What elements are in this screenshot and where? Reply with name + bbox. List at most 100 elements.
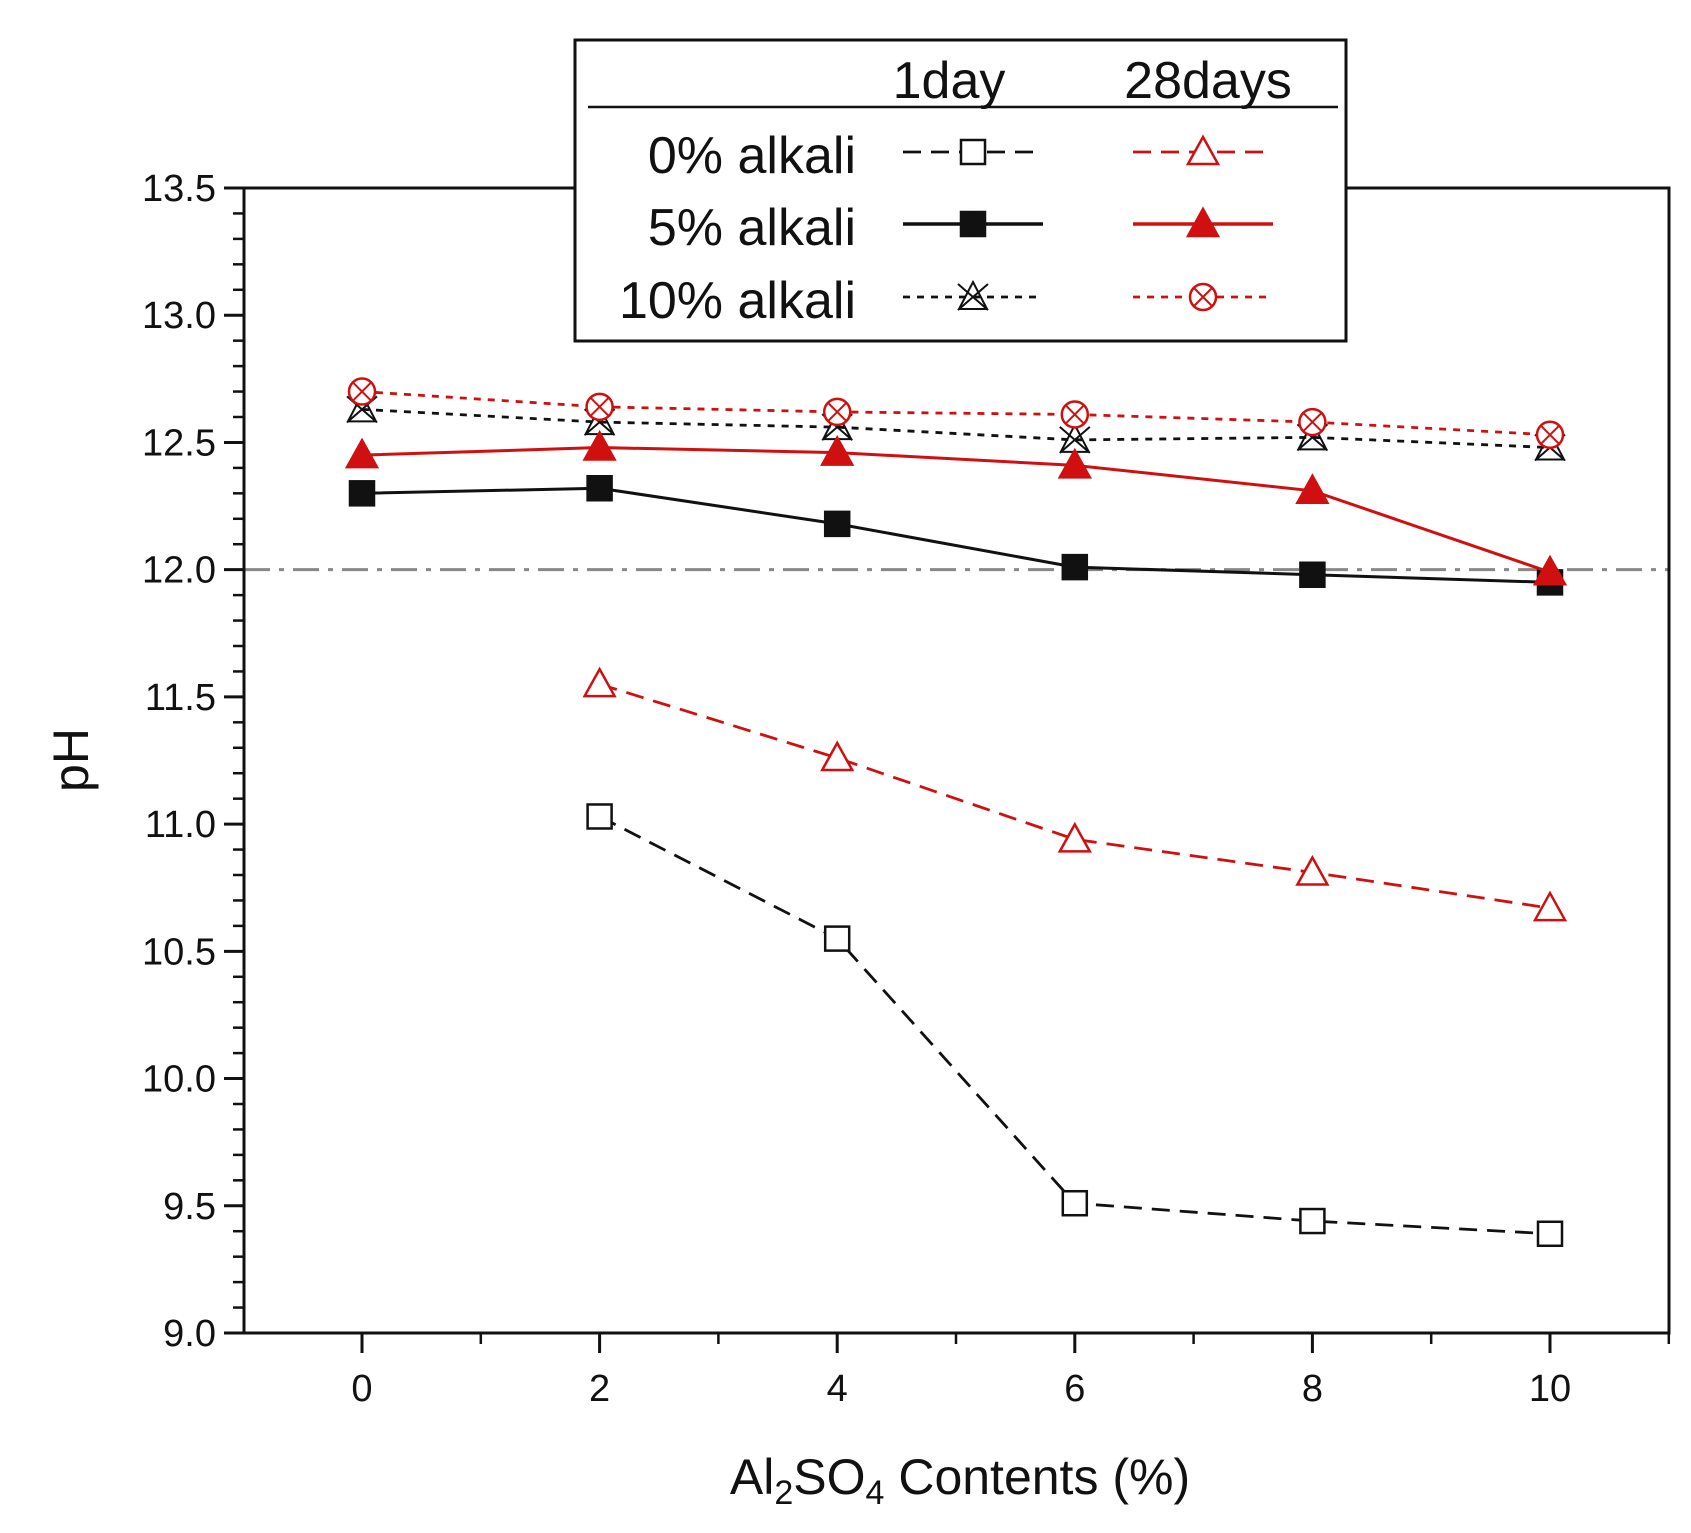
legend-row-label-10-alkali: 10% alkali (619, 272, 856, 330)
data-point (823, 510, 851, 538)
data-point (1532, 890, 1568, 922)
marker-shape (957, 279, 989, 311)
data-point (1299, 561, 1326, 589)
marker-shape (1185, 206, 1221, 238)
data-point (586, 474, 613, 502)
marker-shape (1193, 287, 1213, 307)
y-tick-label: 13.0 (142, 295, 216, 337)
y-axis-title: pH (43, 728, 99, 792)
data-point (1298, 407, 1327, 437)
x-axis-title-sub1: 2 (774, 1474, 793, 1512)
axes: 9.0 9.5 10.0 10.5 11.0 11.5 12.0 12.5 13.0 13.5 0 2… (142, 168, 1671, 1410)
x-tick-label: 6 (1064, 1368, 1085, 1410)
legend-header-1day: 1day (893, 52, 1006, 110)
y-tick-label: 12.0 (142, 550, 216, 592)
marker-shape (1302, 412, 1323, 432)
marker-shape (1536, 1220, 1564, 1248)
data-point (582, 429, 617, 461)
x-tick-label: 0 (351, 1368, 372, 1410)
data-point (348, 480, 376, 507)
marker-shape (1532, 890, 1568, 922)
marker-shape (827, 402, 847, 422)
series-5 (347, 377, 1565, 450)
x-axis-title-mid: SO (793, 1449, 865, 1505)
data-point (1061, 553, 1089, 581)
x-axis-title-prefix: Al (730, 1449, 774, 1505)
y-tick-label: 12.5 (142, 422, 216, 464)
series-0 (586, 803, 1564, 1248)
data-point (1536, 1220, 1564, 1248)
legend-box (573, 38, 1348, 343)
series-2 (346, 392, 1566, 462)
legend-row-label-5-alkali: 5% alkali (648, 199, 856, 257)
x-tick-label: 4 (827, 1368, 848, 1410)
x-tick-label: 10 (1529, 1368, 1571, 1410)
data-point (822, 397, 852, 427)
marker-shape (1532, 554, 1568, 586)
y-tick-label: 10.5 (142, 931, 216, 973)
marker-shape (352, 381, 372, 402)
series-line (361, 446, 1551, 574)
plot-frame (242, 186, 1671, 1335)
marker-shape (1295, 473, 1330, 505)
marker-shape (823, 925, 851, 952)
y-tick-label: 11.0 (145, 804, 216, 846)
y-tick-label: 13.5 (142, 168, 216, 210)
data-point (820, 435, 855, 466)
marker-shape (1057, 447, 1092, 479)
legend: 1day 28days 0% alkali 5% alkali 10% alka… (573, 38, 1348, 343)
marker-shape (959, 138, 987, 166)
legend-row-label-0-alkali: 0% alkali (648, 127, 856, 185)
marker-shape (1295, 854, 1330, 886)
data-point (585, 392, 614, 422)
data-point (1535, 420, 1565, 450)
series-layer (344, 377, 1568, 1248)
marker-shape (1057, 821, 1092, 853)
marker-shape (820, 740, 855, 772)
marker-shape (582, 429, 617, 461)
data-point (823, 925, 851, 952)
data-point (1061, 1189, 1089, 1217)
marker-shape (820, 435, 855, 466)
x-axis-title-sub2: 4 (866, 1474, 885, 1512)
y-tick-label: 9.5 (163, 1186, 216, 1228)
marker-shape (1299, 1207, 1326, 1235)
data-point (1299, 1207, 1326, 1235)
x-axis-title: Al2SO4 Contents (%) (730, 1449, 1190, 1512)
marker-shape (582, 666, 617, 698)
marker-shape (1065, 404, 1085, 425)
series-4 (344, 429, 1568, 586)
series-3 (582, 666, 1568, 922)
data-point (1295, 854, 1330, 886)
y-tick-label: 10.0 (142, 1059, 216, 1101)
data-point (582, 666, 617, 698)
marker-shape (589, 397, 610, 417)
x-tick-label: 2 (589, 1368, 610, 1410)
x-tick-label: 8 (1302, 1368, 1323, 1410)
data-point (344, 437, 380, 469)
marker-shape (344, 437, 380, 469)
data-point (820, 740, 855, 772)
y-tick-label: 9.0 (163, 1313, 216, 1355)
series-line (598, 815, 1551, 1236)
series-1 (348, 474, 1564, 596)
marker-shape (959, 210, 987, 238)
legend-swatches (903, 134, 1273, 312)
data-point (1295, 473, 1330, 505)
legend-swatch-marker (957, 279, 989, 311)
legend-swatch-marker (959, 210, 987, 238)
marker-shape (586, 474, 613, 502)
marker-shape (1185, 134, 1221, 166)
series-line (361, 407, 1551, 449)
legend-swatch-marker (1185, 206, 1221, 238)
data-point (347, 377, 377, 406)
x-axis-title-suffix: Contents (%) (884, 1449, 1190, 1505)
marker-shape (823, 510, 851, 538)
marker-shape (1061, 1189, 1089, 1217)
data-point (1057, 447, 1092, 479)
series-line (599, 682, 1551, 910)
series-line (361, 390, 1551, 437)
marker-shape (586, 803, 613, 830)
marker-shape (1299, 561, 1326, 589)
